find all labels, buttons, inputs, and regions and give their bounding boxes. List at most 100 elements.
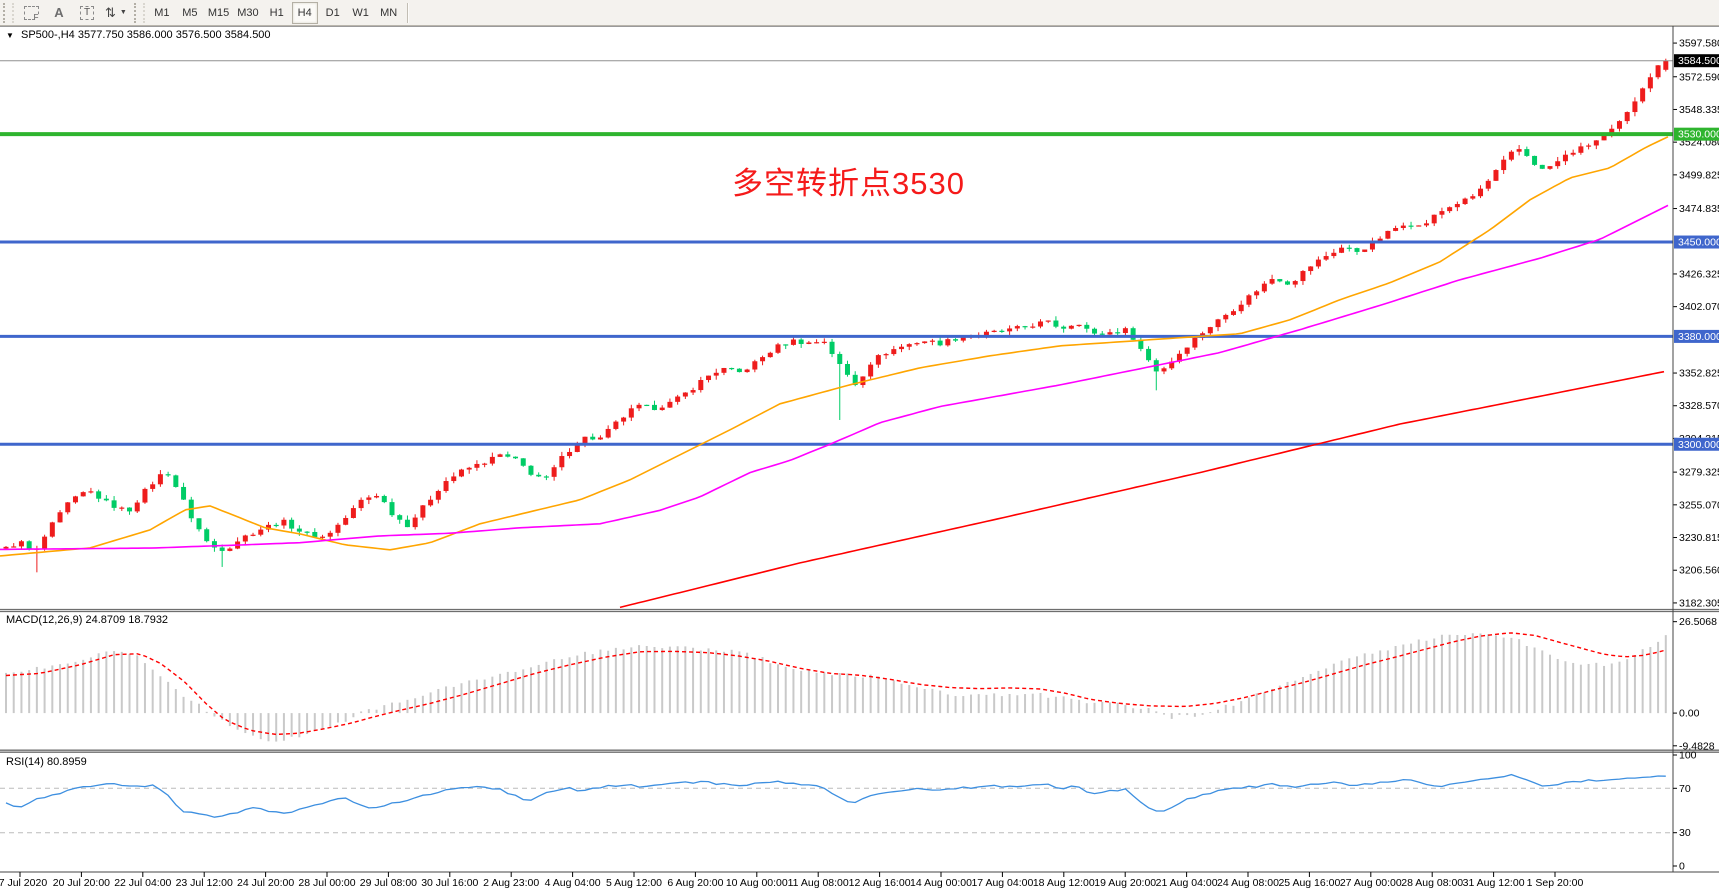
candle-body xyxy=(628,408,634,418)
candle-body xyxy=(49,522,55,537)
candle-body xyxy=(327,532,333,537)
candle-body xyxy=(227,548,233,551)
time-axis-label: 30 Jul 16:00 xyxy=(421,877,478,889)
candle-body xyxy=(1161,368,1167,372)
candle-body xyxy=(1377,238,1383,241)
time-axis-label: 29 Jul 08:00 xyxy=(360,877,417,889)
timeframe-w1-button[interactable]: W1 xyxy=(348,2,374,24)
time-axis-label: 21 Aug 04:00 xyxy=(1156,877,1218,889)
time-axis-label: 5 Aug 12:00 xyxy=(606,877,662,889)
toolbar-grip-2[interactable] xyxy=(133,2,145,23)
rsi-line xyxy=(5,773,1666,818)
candle-body xyxy=(1007,328,1013,332)
fibonacci-tool-button[interactable]: F xyxy=(18,2,44,24)
time-axis-label: 11 Aug 08:00 xyxy=(788,877,849,889)
price-axis-tick-label: 3474.835 xyxy=(1679,203,1719,215)
candle-body xyxy=(1447,207,1453,212)
candle-body xyxy=(937,340,943,346)
timeframe-h4-button[interactable]: H4 xyxy=(291,1,318,24)
toolbar-separator xyxy=(406,2,409,23)
candle-body xyxy=(451,476,457,482)
candle-body xyxy=(165,474,171,476)
timeframe-h1-button[interactable]: H1 xyxy=(264,2,290,24)
timeframe-m5-button[interactable]: M5 xyxy=(177,2,203,24)
candle-body xyxy=(242,535,248,542)
ma-fast-orange-line xyxy=(0,136,1669,557)
timeframe-m15-button[interactable]: M15 xyxy=(205,2,232,24)
candle-body xyxy=(281,519,287,526)
price-axis-tick-label: 3328.570 xyxy=(1679,400,1719,412)
text-tool-button[interactable]: T xyxy=(74,2,100,24)
symbol-dropdown-icon[interactable]: ▼ xyxy=(6,31,14,40)
candle-body xyxy=(335,524,341,533)
symbol-name: SP500-,H4 xyxy=(20,29,75,41)
candle-body xyxy=(1068,325,1074,329)
candle-body xyxy=(991,330,997,332)
candle-body xyxy=(466,467,472,470)
time-axis-label: 12 Aug 16:00 xyxy=(849,877,911,889)
candle-body xyxy=(350,508,356,518)
candle-body xyxy=(1423,223,1429,226)
candle-body xyxy=(798,339,804,344)
price-axis-tick-label: 3182.305 xyxy=(1679,597,1719,609)
arrows-tool-button[interactable]: ⇅ ▼ xyxy=(102,2,130,24)
price-line-label-box xyxy=(1674,329,1719,343)
candle-body xyxy=(134,502,140,512)
candle-body xyxy=(914,343,920,345)
candle-body xyxy=(88,491,94,493)
candle-body xyxy=(1300,271,1306,282)
candle-body xyxy=(1640,88,1646,102)
candle-body xyxy=(258,529,264,535)
price-axis-tick-label: 3402.070 xyxy=(1679,301,1719,313)
candle-body xyxy=(983,331,989,336)
candle-body xyxy=(1323,256,1329,260)
candle-body xyxy=(296,528,302,532)
candle-body xyxy=(651,404,657,411)
candle-body xyxy=(1516,149,1522,152)
arrows-icon: ⇅ xyxy=(105,4,116,20)
candle-body xyxy=(142,488,148,503)
toolbar-grip[interactable] xyxy=(3,2,14,23)
candle-body xyxy=(482,463,488,465)
price-line-label-box xyxy=(1674,235,1719,249)
candle-body xyxy=(729,367,735,370)
candle-body xyxy=(1014,326,1020,329)
time-axis-label: 14 Aug 00:00 xyxy=(910,877,972,889)
candle-body xyxy=(1045,320,1051,322)
candle-body xyxy=(389,502,395,516)
candle-body xyxy=(42,536,48,549)
text-label-tool-button[interactable]: A xyxy=(46,2,72,24)
candle-body xyxy=(381,495,387,503)
candle-body xyxy=(320,536,326,538)
candle-body xyxy=(374,495,380,498)
candle-body xyxy=(960,337,966,341)
candle-body xyxy=(289,519,295,529)
candle-body xyxy=(860,376,866,386)
timeframe-d1-button[interactable]: D1 xyxy=(320,2,346,24)
candle-body xyxy=(706,375,712,381)
candle-body xyxy=(837,353,843,364)
timeframe-m30-button[interactable]: M30 xyxy=(234,2,261,24)
candle-body xyxy=(1593,140,1599,146)
chart-annotation-text[interactable]: 多空转折点3530 xyxy=(732,166,965,201)
timeframe-m1-button[interactable]: M1 xyxy=(149,2,175,24)
candle-body xyxy=(574,443,580,452)
candle-body xyxy=(698,380,704,391)
candle-body xyxy=(899,346,905,350)
candle-body xyxy=(312,531,318,538)
candle-body xyxy=(1061,326,1067,329)
candle-body xyxy=(65,502,71,513)
candle-body xyxy=(196,518,202,530)
timeframe-mn-button[interactable]: MN xyxy=(376,2,402,24)
candle-body xyxy=(690,390,696,393)
candle-body xyxy=(1570,152,1576,155)
symbol-header: ▼ SP500-,H4 3577.750 3586.000 3576.500 3… xyxy=(6,29,271,41)
time-axis-label: 28 Aug 08:00 xyxy=(1401,877,1463,889)
time-axis-label: 10 Aug 00:00 xyxy=(726,877,788,889)
candle-body xyxy=(157,474,163,485)
candle-body xyxy=(945,339,951,346)
candle-body xyxy=(1462,198,1468,205)
candle-body xyxy=(1478,188,1484,197)
fibonacci-icon: F xyxy=(23,5,39,22)
